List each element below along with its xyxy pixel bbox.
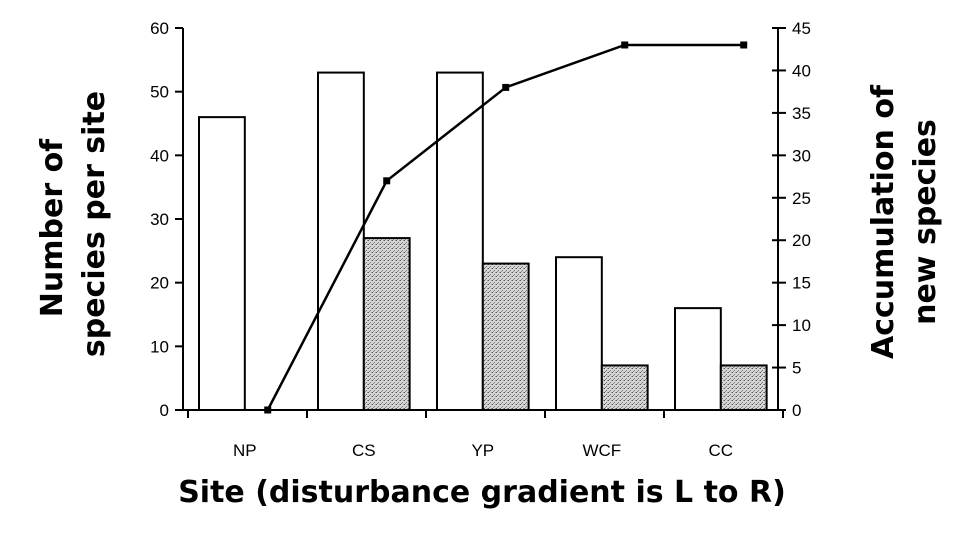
accumulation-line bbox=[264, 41, 748, 414]
bar-stippled bbox=[481, 262, 530, 412]
y2-tick-label: 0 bbox=[792, 401, 801, 420]
x-tick-label: WCF bbox=[582, 441, 621, 460]
bar-open bbox=[436, 71, 484, 411]
y-tick-label: 50 bbox=[150, 83, 169, 102]
bars bbox=[198, 71, 768, 412]
y2-axis-title-line-1: Accumulation of bbox=[866, 84, 901, 359]
bar-open bbox=[555, 256, 603, 412]
y2-tick-label: 15 bbox=[792, 274, 811, 293]
y2-tick-label: 40 bbox=[792, 61, 811, 80]
y2-tick-label: 5 bbox=[792, 359, 801, 378]
accumulation-point bbox=[502, 83, 510, 91]
y2-axis-title-line-2: new species bbox=[908, 119, 943, 325]
x-tick-label: YP bbox=[471, 441, 494, 460]
y-tick-label: 60 bbox=[150, 19, 169, 38]
y-tick-label: 0 bbox=[160, 401, 169, 420]
accumulation-point bbox=[621, 41, 629, 49]
bar-open bbox=[317, 71, 365, 411]
y2-tick-label: 25 bbox=[792, 189, 811, 208]
y-tick-label: 10 bbox=[150, 337, 169, 356]
y2-tick-label: 45 bbox=[792, 19, 811, 38]
y-tick-label: 20 bbox=[150, 274, 169, 293]
bar-open bbox=[674, 307, 722, 411]
bar-open bbox=[198, 116, 246, 411]
accumulation-point bbox=[264, 406, 272, 414]
accumulation-point bbox=[740, 41, 748, 49]
y2-tick-label: 20 bbox=[792, 231, 811, 250]
labels: Number of species per site Accumulation … bbox=[35, 84, 943, 510]
y2-tick-label: 30 bbox=[792, 146, 811, 165]
y2-tick-label: 35 bbox=[792, 104, 811, 123]
x-tick-label: CS bbox=[352, 441, 376, 460]
x-axis-title: Site (disturbance gradient is L to R) bbox=[178, 475, 786, 510]
bar-stippled bbox=[600, 364, 649, 411]
y-tick-label: 30 bbox=[150, 210, 169, 229]
accumulation-point bbox=[383, 177, 391, 185]
x-tick-label: CC bbox=[709, 441, 734, 460]
y2-tick-label: 10 bbox=[792, 316, 811, 335]
x-tick-label: NP bbox=[233, 441, 257, 460]
bar-stippled bbox=[719, 364, 768, 411]
axes: 0 10 20 30 40 50 60 0 5 10 15 20 25 30 35 40 45 NP CS YP WCF… bbox=[150, 19, 811, 460]
bar-stippled bbox=[362, 237, 411, 411]
y-axis-title-line-2: species per site bbox=[77, 91, 112, 357]
y-tick-label: 40 bbox=[150, 146, 169, 165]
y-axis-title-line-1: Number of bbox=[35, 138, 70, 317]
